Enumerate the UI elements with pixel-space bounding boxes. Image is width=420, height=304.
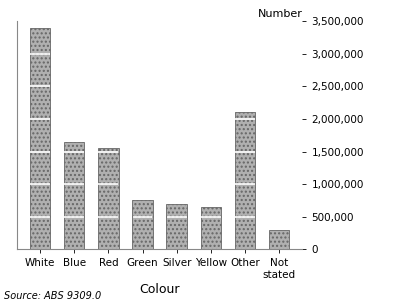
Bar <box>235 112 255 249</box>
Bar <box>30 28 50 249</box>
Text: Source: ABS 9309.0: Source: ABS 9309.0 <box>4 291 102 301</box>
Bar <box>201 207 221 249</box>
X-axis label: Colour: Colour <box>139 283 180 296</box>
Bar <box>64 142 84 249</box>
Bar <box>98 148 118 249</box>
Text: Number: Number <box>257 9 302 19</box>
Bar <box>269 230 289 249</box>
Bar <box>166 204 187 249</box>
Bar <box>132 200 153 249</box>
